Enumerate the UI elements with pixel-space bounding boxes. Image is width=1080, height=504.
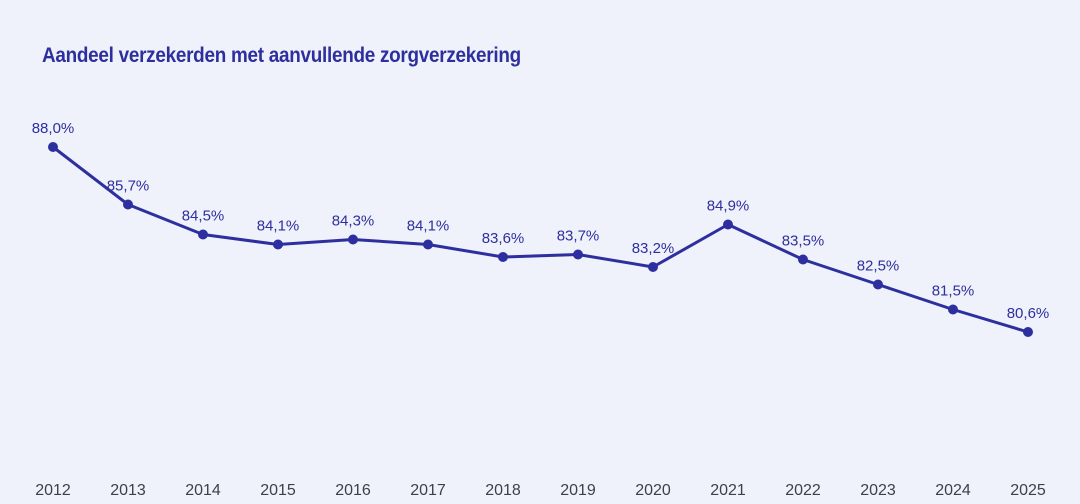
data-point-2023: [873, 279, 883, 290]
data-label-2021: 84,9%: [707, 198, 750, 215]
data-label-2013: 85,7%: [107, 178, 150, 195]
data-label-2023: 82,5%: [857, 258, 900, 275]
x-tick-label-2013: 2013: [110, 482, 146, 499]
data-point-2016: [348, 234, 358, 245]
data-label-2020: 83,2%: [632, 240, 675, 257]
series-line: [52, 145, 1029, 334]
x-tick-label-2021: 2021: [710, 482, 746, 499]
data-point-2020: [648, 262, 658, 272]
data-point-2012: [48, 142, 58, 152]
data-label-2024: 81,5%: [932, 283, 975, 300]
data-point-2014: [198, 229, 208, 240]
data-point-2018: [498, 252, 508, 262]
chart-title: Aandeel verzekerden met aanvullende zorg…: [42, 44, 521, 67]
data-point-2017: [423, 239, 433, 250]
data-label-2018: 83,6%: [482, 230, 525, 247]
x-tick-label-2019: 2019: [560, 482, 596, 499]
data-point-2013: [123, 199, 133, 210]
data-label-2022: 83,5%: [782, 233, 825, 250]
data-point-2019: [573, 249, 583, 260]
x-tick-label-2024: 2024: [935, 482, 971, 499]
x-tick-label-2012: 2012: [35, 482, 71, 499]
data-label-2015: 84,1%: [257, 218, 300, 235]
x-tick-label-2018: 2018: [485, 482, 521, 499]
data-label-2019: 83,7%: [557, 228, 600, 245]
x-tick-label-2014: 2014: [185, 482, 221, 499]
data-label-2012: 88,0%: [32, 120, 75, 137]
x-tick-label-2016: 2016: [335, 482, 371, 499]
data-label-2016: 84,3%: [332, 213, 375, 230]
x-tick-label-2015: 2015: [260, 482, 296, 499]
data-label-2025: 80,6%: [1007, 305, 1050, 322]
x-tick-label-2020: 2020: [635, 482, 671, 499]
data-label-2014: 84,5%: [182, 208, 225, 225]
x-tick-label-2023: 2023: [860, 482, 896, 499]
data-point-2022: [798, 254, 808, 265]
x-tick-label-2017: 2017: [410, 482, 446, 499]
x-tick-label-2022: 2022: [785, 482, 821, 499]
data-point-2025: [1023, 327, 1033, 337]
data-point-2015: [273, 239, 283, 250]
data-label-2017: 84,1%: [407, 218, 450, 235]
x-tick-label-2025: 2025: [1010, 482, 1046, 499]
data-point-2024: [948, 304, 958, 315]
data-point-2021: [723, 219, 733, 230]
